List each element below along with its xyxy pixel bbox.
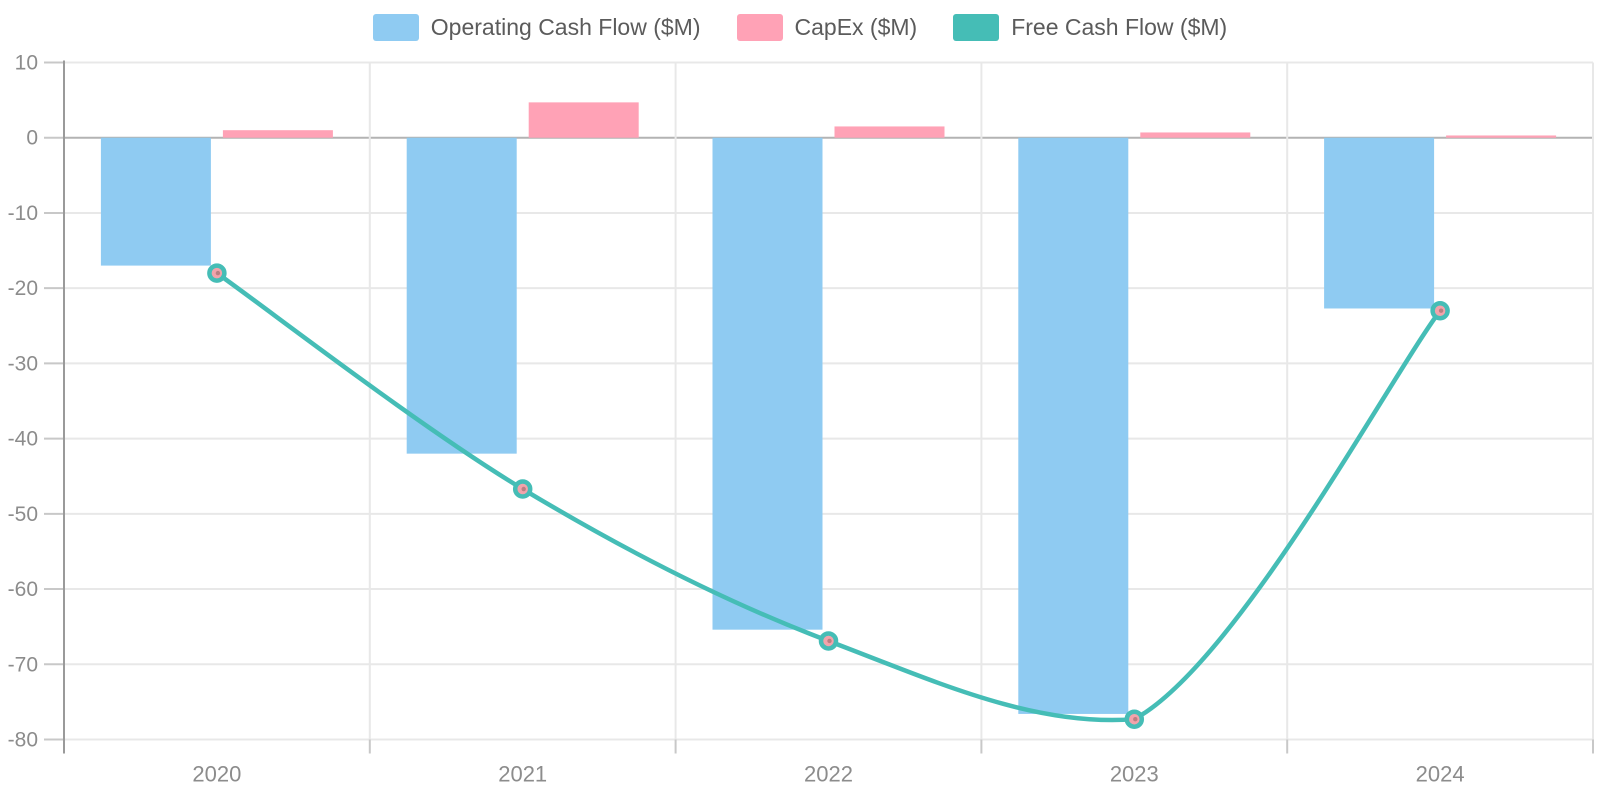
bar-operating-cash-flow-m-2023[interactable] [1018,137,1129,714]
point-dot-free-cash-flow-m-2023 [1133,716,1138,722]
y-axis-label--30: -30 [8,352,38,375]
y-axis-label--50: -50 [8,503,38,526]
x-axis-label-2021: 2021 [498,762,547,787]
legend-label-capex: CapEx ($M) [794,14,918,40]
y-axis-label--80: -80 [8,729,38,752]
legend-label-free-cash-flow: Free Cash Flow ($M) [1011,14,1228,40]
point-dot-free-cash-flow-m-2021 [521,486,526,492]
line-free-cash-flow-m [214,270,1443,723]
y-axis-label--40: -40 [8,428,38,451]
legend-item-free-cash-flow[interactable]: Free Cash Flow ($M) [953,14,1227,41]
x-axis-label-2022: 2022 [804,762,853,787]
bar-operating-cash-flow-m-2024[interactable] [1324,137,1435,309]
legend-item-operating-cash-flow[interactable]: Operating Cash Flow ($M) [372,14,701,41]
x-axis-label-2020: 2020 [192,762,241,787]
y-axis-label-10: 10 [15,52,38,75]
x-axis-label-2023: 2023 [1110,762,1159,787]
bar-capex-m-2020[interactable] [222,130,333,138]
bar-capex-m-2021[interactable] [528,102,639,138]
chart-legend: Operating Cash Flow ($M) CapEx ($M) Free… [0,14,1600,41]
legend-swatch-capex-icon [736,14,783,41]
y-axis-label--10: -10 [8,202,38,225]
bar-capex-m-2023[interactable] [1140,132,1251,138]
point-dot-free-cash-flow-m-2020 [215,270,221,276]
y-axis-label--20: -20 [8,277,38,300]
bar-operating-cash-flow-m-2020[interactable] [100,137,211,266]
legend-label-operating-cash-flow: Operating Cash Flow ($M) [430,14,701,40]
bar-capex-m-2024[interactable] [1446,135,1557,138]
legend-swatch-operating-cash-flow-icon [372,14,419,41]
point-dot-free-cash-flow-m-2022 [827,638,832,644]
bar-operating-cash-flow-m-2022[interactable] [712,137,823,630]
bar-capex-m-2022[interactable] [834,126,945,138]
y-axis-label-0: 0 [26,127,38,150]
x-axis-label-2024: 2024 [1416,762,1465,787]
legend-swatch-free-cash-flow-icon [953,14,1000,41]
point-dot-free-cash-flow-m-2024 [1438,308,1444,313]
legend-item-capex[interactable]: CapEx ($M) [736,14,918,41]
y-axis-label--60: -60 [8,578,38,601]
y-axis-label--70: -70 [8,653,38,676]
bar-operating-cash-flow-m-2021[interactable] [406,137,517,454]
